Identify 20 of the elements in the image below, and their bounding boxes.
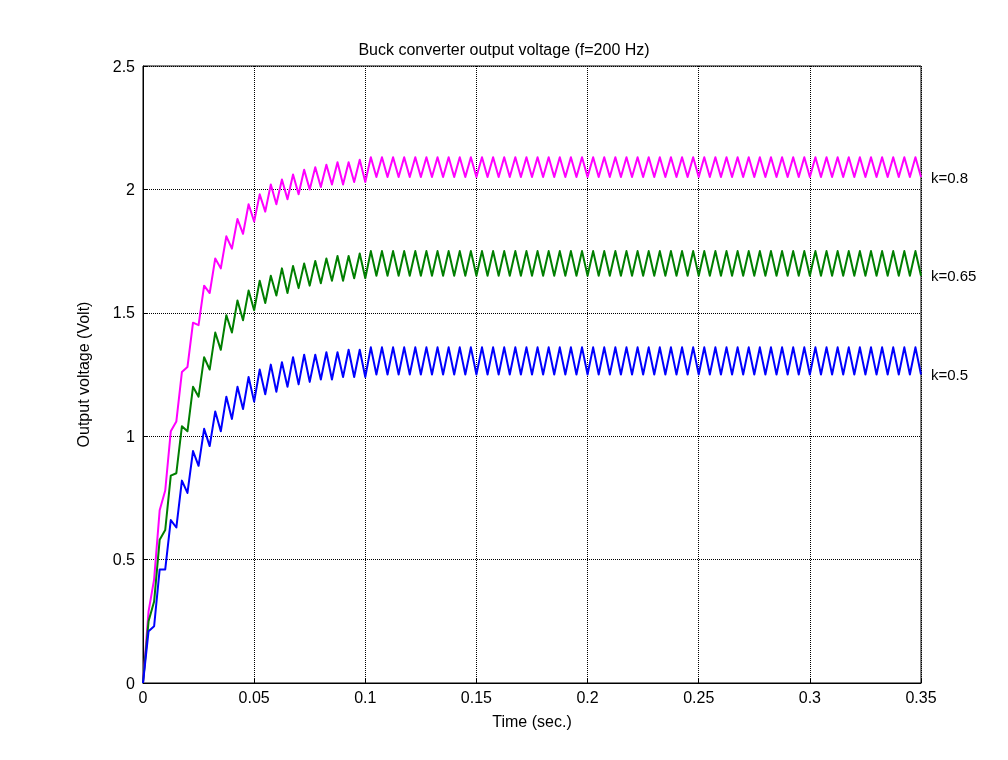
series-label: k=0.5 [931, 366, 969, 383]
series-label: k=0.8 [931, 168, 969, 186]
x-tick-label: 0.2 [576, 688, 599, 706]
y-tick-label: 1 [126, 427, 136, 445]
x-tick-label: 0.25 [683, 688, 715, 706]
y-tick-label: 0.5 [112, 551, 136, 569]
x-axis-title: Time (sec.) [492, 712, 572, 730]
x-tick-label: 0.3 [798, 688, 822, 706]
y-tick-label: 0 [126, 674, 136, 692]
series-label: k=0.65 [931, 267, 977, 285]
x-tick-label: 0.1 [354, 688, 377, 706]
chart-title: Buck converter output voltage (f=200 Hz) [358, 40, 650, 58]
x-tick-label: 0.05 [238, 688, 270, 706]
x-tick-label: 0.15 [460, 688, 493, 706]
y-tick-label: 2 [126, 180, 136, 198]
x-tick-label: 0 [138, 688, 148, 706]
y-tick-label: 2.5 [112, 57, 136, 75]
y-axis-title: Output voltage (Volt) [74, 301, 92, 448]
x-tick-label: 0.35 [905, 688, 937, 706]
y-tick-label: 1.5 [112, 304, 136, 322]
